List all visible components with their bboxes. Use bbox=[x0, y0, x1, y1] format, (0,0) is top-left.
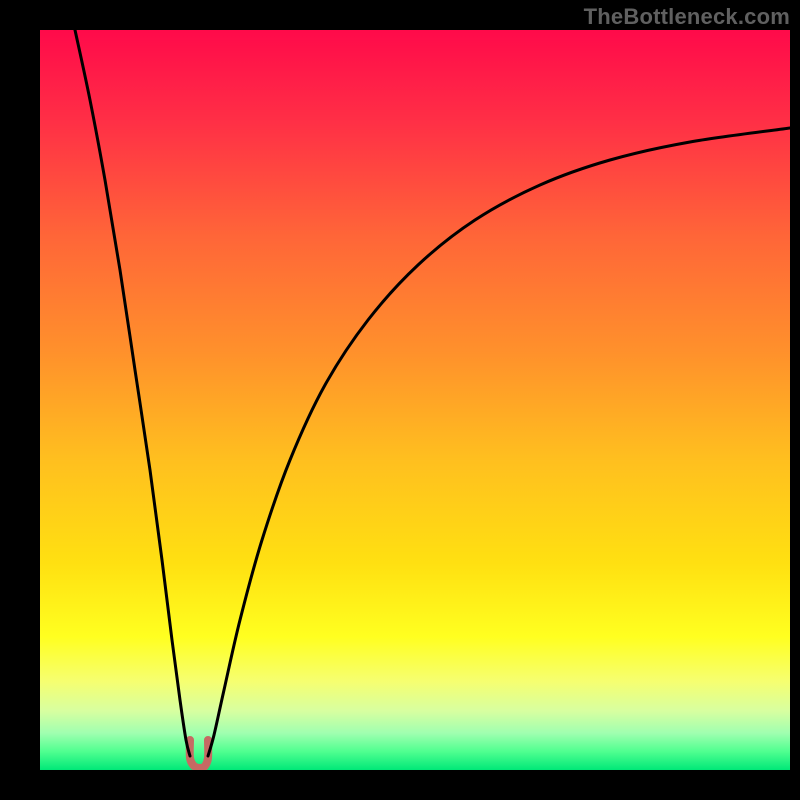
curve-right-branch bbox=[208, 128, 790, 756]
gradient-background bbox=[40, 30, 790, 770]
watermark-text: TheBottleneck.com bbox=[584, 4, 790, 30]
frame-border-left bbox=[0, 0, 40, 800]
curve-left-branch bbox=[75, 30, 190, 756]
frame-border-bottom bbox=[0, 770, 800, 800]
trough-marker bbox=[190, 740, 209, 768]
frame-border-right bbox=[790, 0, 800, 800]
plot-svg bbox=[0, 0, 800, 800]
chart-container: TheBottleneck.com bbox=[0, 0, 800, 800]
